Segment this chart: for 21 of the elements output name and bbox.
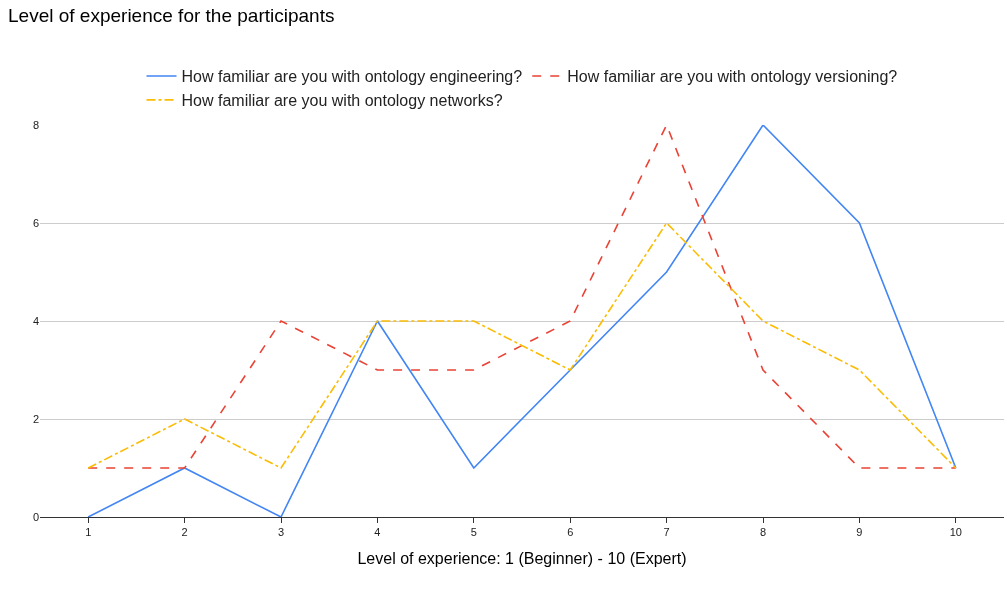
x-tick-label: 7 [663,526,670,539]
x-tick-label: 9 [856,526,863,539]
legend-label: How familiar are you with ontology engineering? [181,68,523,86]
x-tick-label: 3 [277,526,285,539]
x-tick-label: 6 [567,526,574,539]
legend-label: How familiar are you with ontology versioning? [567,68,898,86]
x-tick-label: 10 [949,526,962,539]
line-series [87,222,957,469]
y-tick-label: 4 [32,314,39,327]
legend-label: How familiar are you with ontology networks? [181,92,503,110]
y-tick-label: 8 [32,118,39,131]
x-tick-label: 2 [181,526,188,539]
y-tick-label: 0 [32,510,39,523]
x-tick-label: 8 [759,526,767,539]
y-tick-label: 2 [32,412,39,425]
x-tick-label: 1 [85,526,92,539]
x-tick-label: 5 [470,526,477,539]
x-axis-title: Level of experience: 1 (Beginner) - 10 (Expert) [357,549,687,567]
y-tick-label: 6 [32,216,39,229]
chart-title: Level of experience for the participants [8,5,335,27]
x-tick-label: 4 [374,526,381,539]
